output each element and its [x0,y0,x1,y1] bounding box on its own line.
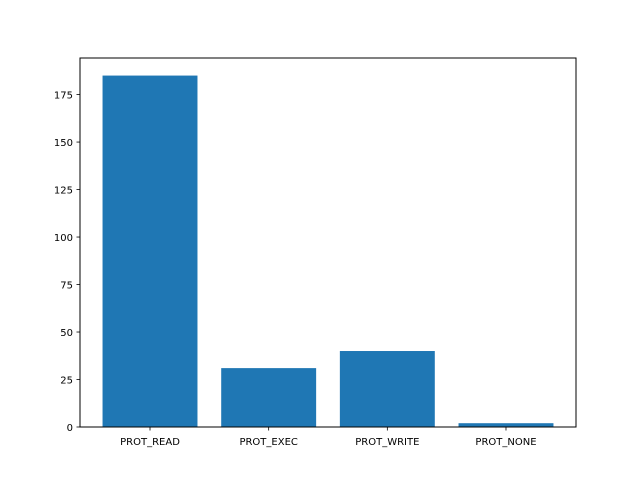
y-tick-label: 125 [54,186,73,197]
bar-prot-exec [221,368,317,427]
x-axis: PROT_READ PROT_EXEC PROT_WRITE PROT_NONE [120,427,537,448]
bar-prot-none [458,423,554,427]
plot-frame [79,57,577,428]
y-tick-label: 75 [60,281,73,292]
y-tick-label: 0 [67,423,73,434]
y-tick-label: 25 [60,376,73,387]
x-tick-label: PROT_READ [120,437,180,448]
y-tick-label: 100 [54,233,73,244]
x-tick-label: PROT_NONE [475,437,536,448]
bar-prot-read [102,75,198,428]
x-tick-label: PROT_WRITE [355,437,419,448]
y-axis: 0 25 50 75 100 125 150 175 [54,91,80,434]
y-tick-label: 175 [54,91,73,102]
bar-prot-write [339,351,435,427]
bars-group [102,75,554,428]
y-tick-label: 150 [54,138,73,149]
y-tick-label: 50 [60,328,73,339]
x-tick-label: PROT_EXEC [239,437,297,448]
